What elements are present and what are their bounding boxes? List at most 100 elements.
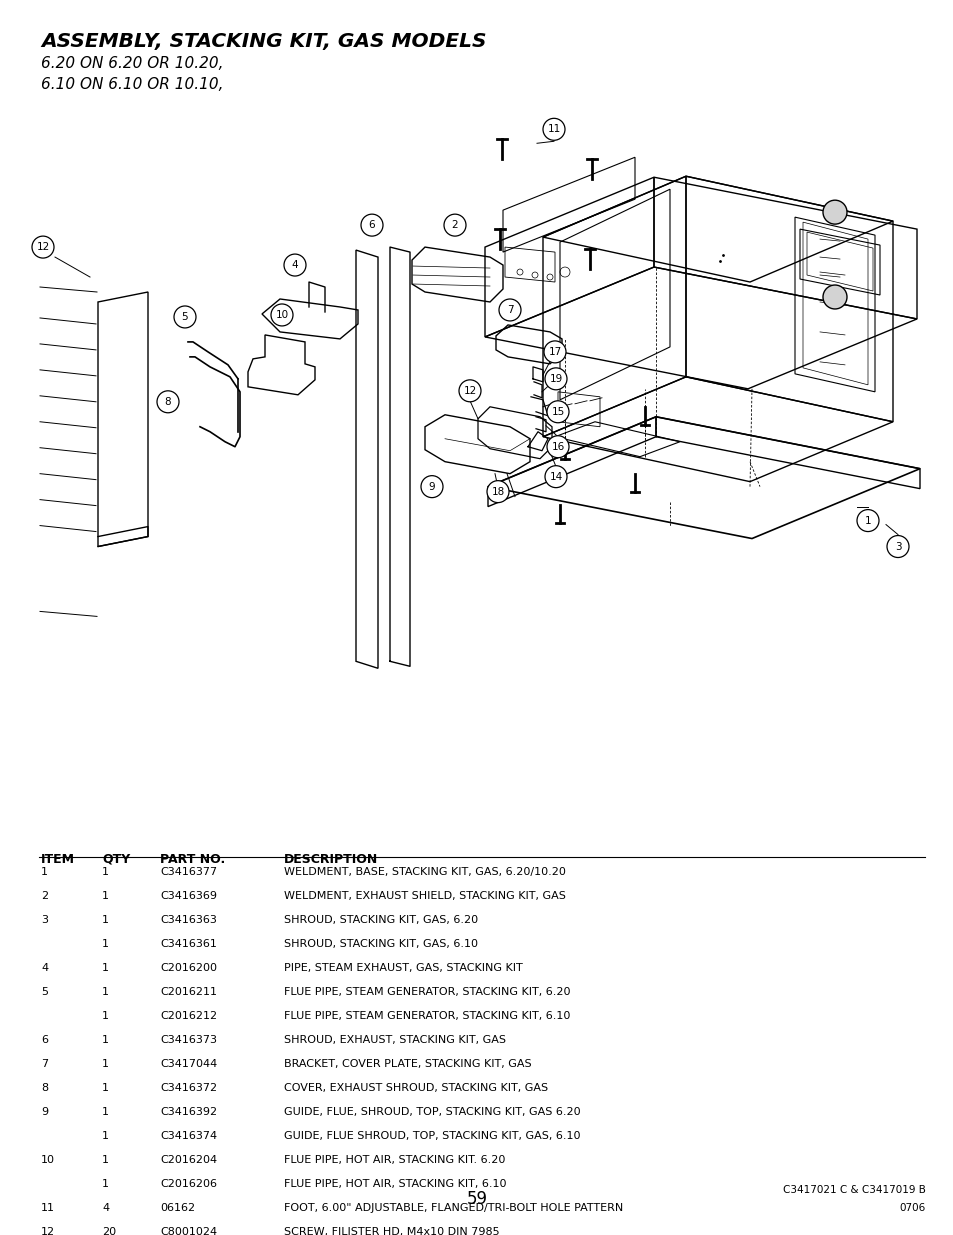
Text: 4: 4 — [102, 1203, 109, 1213]
Circle shape — [420, 475, 442, 498]
Text: 3: 3 — [41, 915, 48, 925]
Text: SHROUD, STACKING KIT, GAS, 6.10: SHROUD, STACKING KIT, GAS, 6.10 — [284, 939, 477, 948]
Circle shape — [822, 200, 846, 224]
Text: 2: 2 — [41, 890, 48, 902]
Text: 1: 1 — [102, 915, 109, 925]
Text: C8001024: C8001024 — [160, 1228, 217, 1235]
Circle shape — [546, 401, 568, 422]
Text: 16: 16 — [551, 442, 564, 452]
Text: PIPE, STEAM EXHAUST, GAS, STACKING KIT: PIPE, STEAM EXHAUST, GAS, STACKING KIT — [284, 963, 522, 973]
Text: 1: 1 — [102, 1011, 109, 1021]
Text: C3416363: C3416363 — [160, 915, 217, 925]
Circle shape — [546, 436, 568, 458]
Circle shape — [157, 390, 179, 412]
Text: C3416392: C3416392 — [160, 1107, 217, 1116]
Text: C2016211: C2016211 — [160, 987, 217, 997]
Text: C2016206: C2016206 — [160, 1179, 217, 1189]
Text: 12: 12 — [36, 242, 50, 252]
Text: 12: 12 — [41, 1228, 55, 1235]
Text: 9: 9 — [41, 1107, 48, 1116]
Text: GUIDE, FLUE SHROUD, TOP, STACKING KIT, GAS, 6.10: GUIDE, FLUE SHROUD, TOP, STACKING KIT, G… — [284, 1131, 580, 1141]
Text: C3417044: C3417044 — [160, 1058, 217, 1070]
Text: C2016212: C2016212 — [160, 1011, 217, 1021]
Text: QTY: QTY — [102, 853, 131, 866]
Text: 1: 1 — [102, 1058, 109, 1070]
Text: 1: 1 — [102, 1155, 109, 1165]
Text: 1: 1 — [102, 1131, 109, 1141]
Text: GUIDE, FLUE, SHROUD, TOP, STACKING KIT, GAS 6.20: GUIDE, FLUE, SHROUD, TOP, STACKING KIT, … — [284, 1107, 580, 1116]
Text: ASSEMBLY, STACKING KIT, GAS MODELS: ASSEMBLY, STACKING KIT, GAS MODELS — [41, 32, 486, 51]
Text: 11: 11 — [41, 1203, 55, 1213]
Text: C3417021 C & C3417019 B: C3417021 C & C3417019 B — [781, 1186, 924, 1195]
Text: 1: 1 — [102, 1035, 109, 1045]
Text: 8: 8 — [41, 1083, 48, 1093]
Circle shape — [856, 510, 878, 531]
Circle shape — [458, 380, 480, 401]
Text: FLUE PIPE, HOT AIR, STACKING KIT, 6.10: FLUE PIPE, HOT AIR, STACKING KIT, 6.10 — [284, 1179, 506, 1189]
Text: 10: 10 — [41, 1155, 55, 1165]
Circle shape — [443, 214, 465, 236]
Circle shape — [543, 341, 565, 363]
Text: 11: 11 — [547, 125, 560, 135]
Text: 12: 12 — [463, 385, 476, 396]
Text: SCREW, FILISTER HD, M4x10 DIN 7985: SCREW, FILISTER HD, M4x10 DIN 7985 — [284, 1228, 499, 1235]
Text: 8: 8 — [165, 396, 172, 406]
Circle shape — [284, 254, 306, 277]
Text: WELDMENT, BASE, STACKING KIT, GAS, 6.20/10.20: WELDMENT, BASE, STACKING KIT, GAS, 6.20/… — [284, 867, 565, 877]
Text: 6.20 ON 6.20 OR 10.20,: 6.20 ON 6.20 OR 10.20, — [41, 56, 223, 70]
Text: SHROUD, EXHAUST, STACKING KIT, GAS: SHROUD, EXHAUST, STACKING KIT, GAS — [284, 1035, 506, 1045]
Text: C3416361: C3416361 — [160, 939, 217, 948]
Text: 1: 1 — [102, 1107, 109, 1116]
Text: ITEM: ITEM — [41, 853, 75, 866]
Text: 4: 4 — [41, 963, 48, 973]
Text: COVER, EXHAUST SHROUD, STACKING KIT, GAS: COVER, EXHAUST SHROUD, STACKING KIT, GAS — [284, 1083, 548, 1093]
Text: 6: 6 — [41, 1035, 48, 1045]
Text: 2: 2 — [451, 220, 457, 230]
Text: 10: 10 — [275, 310, 288, 320]
Text: 6.10 ON 6.10 OR 10.10,: 6.10 ON 6.10 OR 10.10, — [41, 77, 223, 91]
Circle shape — [542, 119, 564, 141]
Text: FOOT, 6.00" ADJUSTABLE, FLANGED/TRI-BOLT HOLE PATTERN: FOOT, 6.00" ADJUSTABLE, FLANGED/TRI-BOLT… — [284, 1203, 623, 1213]
Text: C3416374: C3416374 — [160, 1131, 217, 1141]
Text: 17: 17 — [548, 347, 561, 357]
Circle shape — [173, 306, 195, 329]
Text: 1: 1 — [102, 987, 109, 997]
Text: SHROUD, STACKING KIT, GAS, 6.20: SHROUD, STACKING KIT, GAS, 6.20 — [284, 915, 477, 925]
Text: 06162: 06162 — [160, 1203, 195, 1213]
Text: 1: 1 — [102, 1179, 109, 1189]
Text: 18: 18 — [491, 487, 504, 496]
Text: 1: 1 — [102, 939, 109, 948]
Text: 0706: 0706 — [898, 1203, 924, 1213]
Text: 6: 6 — [368, 220, 375, 230]
Text: 7: 7 — [506, 305, 513, 315]
Text: 1: 1 — [102, 867, 109, 877]
Text: 1: 1 — [102, 890, 109, 902]
Text: C3416373: C3416373 — [160, 1035, 217, 1045]
Text: BRACKET, COVER PLATE, STACKING KIT, GAS: BRACKET, COVER PLATE, STACKING KIT, GAS — [284, 1058, 532, 1070]
Circle shape — [822, 285, 846, 309]
Circle shape — [886, 536, 908, 557]
Text: 1: 1 — [102, 963, 109, 973]
Text: FLUE PIPE, HOT AIR, STACKING KIT. 6.20: FLUE PIPE, HOT AIR, STACKING KIT. 6.20 — [284, 1155, 505, 1165]
Text: 19: 19 — [549, 374, 562, 384]
Text: WELDMENT, EXHAUST SHIELD, STACKING KIT, GAS: WELDMENT, EXHAUST SHIELD, STACKING KIT, … — [284, 890, 565, 902]
Text: FLUE PIPE, STEAM GENERATOR, STACKING KIT, 6.20: FLUE PIPE, STEAM GENERATOR, STACKING KIT… — [284, 987, 570, 997]
Text: 3: 3 — [894, 541, 901, 552]
Text: DESCRIPTION: DESCRIPTION — [284, 853, 378, 866]
Circle shape — [544, 368, 566, 390]
Text: PART NO.: PART NO. — [160, 853, 225, 866]
Text: 9: 9 — [428, 482, 435, 492]
Text: 59: 59 — [466, 1191, 487, 1208]
Text: 1: 1 — [863, 515, 870, 526]
Text: C2016200: C2016200 — [160, 963, 217, 973]
Circle shape — [544, 466, 566, 488]
Circle shape — [32, 236, 54, 258]
Circle shape — [271, 304, 293, 326]
Text: C2016204: C2016204 — [160, 1155, 217, 1165]
Text: 5: 5 — [181, 312, 188, 322]
Circle shape — [498, 299, 520, 321]
Circle shape — [360, 214, 382, 236]
Text: C3416369: C3416369 — [160, 890, 217, 902]
Text: 1: 1 — [41, 867, 48, 877]
Text: 15: 15 — [551, 406, 564, 416]
